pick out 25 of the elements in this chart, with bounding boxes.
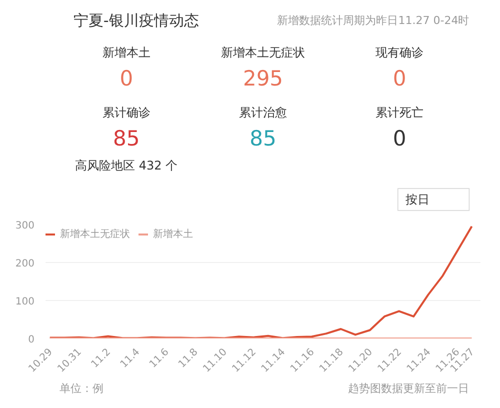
text: 现有确诊 bbox=[376, 46, 424, 60]
text: 趋势图数据更新至前一日 bbox=[348, 382, 470, 395]
legend-label: 新增本土 bbox=[153, 228, 193, 241]
text: 累计死亡 bbox=[376, 106, 424, 120]
y-tick-label: 0 bbox=[28, 334, 35, 346]
text: 85 bbox=[250, 126, 276, 150]
text: 单位：例 bbox=[59, 382, 104, 395]
text: 新增本土无症状 bbox=[221, 46, 305, 60]
line-series bbox=[48, 225, 473, 338]
text: 85 bbox=[113, 126, 140, 150]
text: 宁夏-银川疫情动态 bbox=[73, 12, 199, 30]
text: 0 bbox=[392, 126, 406, 150]
y-tick-label: 200 bbox=[15, 258, 35, 270]
text: 累计治愈 bbox=[239, 106, 287, 120]
text: 新增数据统计周期为昨日11.27 0-24时 bbox=[277, 14, 470, 27]
text: 高风险地区 432 个 bbox=[75, 158, 178, 172]
text: 累计确诊 bbox=[102, 106, 150, 120]
text: 新增本土 bbox=[102, 46, 150, 60]
text: 按日 bbox=[406, 192, 430, 206]
y-tick-label: 100 bbox=[15, 296, 35, 308]
text: 0 bbox=[392, 66, 406, 90]
text: 0 bbox=[120, 66, 134, 90]
legend-label: 新增本土无症状 bbox=[60, 228, 130, 241]
y-tick-label: 300 bbox=[15, 220, 35, 232]
text: 295 bbox=[242, 66, 284, 90]
